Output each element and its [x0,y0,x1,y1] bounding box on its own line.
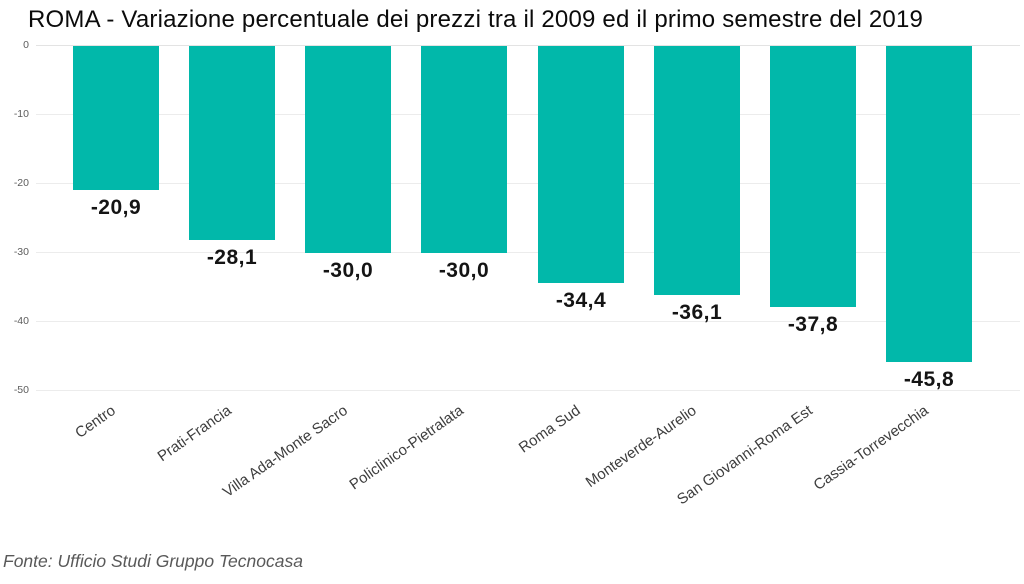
bar-value-label: -37,8 [787,313,839,336]
x-axis-label: Policlinico-Pietralata [346,402,467,494]
y-axis-tick-label: 0 [23,39,29,51]
x-axis-label: Prati-Francia [154,402,235,466]
y-axis-tick-label: -40 [13,315,29,327]
x-axis-label: Villa Ada-Monte Sacro [219,402,351,501]
bar[interactable] [305,46,391,253]
bar[interactable] [73,46,159,190]
x-axis-label: Centro [72,402,119,442]
gridline [36,183,1020,184]
bar-value-label: -45,8 [903,368,955,391]
chart-title: ROMA - Variazione percentuale dei prezzi… [28,6,924,33]
x-axis-label: Cassia-Torrevecchia [810,402,932,494]
bar[interactable] [189,46,275,240]
gridline [36,252,1020,253]
bar[interactable] [770,46,856,307]
bar[interactable] [538,46,624,283]
bar[interactable] [886,46,972,362]
gridline [36,114,1020,115]
x-axis-label: Roma Sud [515,402,584,457]
bar-value-label: -28,1 [206,246,258,269]
y-axis-tick-label: -30 [13,246,29,258]
bar-value-label: -34,4 [555,289,607,312]
gridline [36,321,1020,322]
y-axis-tick-label: -20 [13,177,29,189]
bar[interactable] [654,46,740,295]
bar[interactable] [421,46,507,253]
y-axis-tick-label: -50 [13,384,29,396]
bar-value-label: -36,1 [671,301,723,324]
x-axis-label: Monteverde-Aurelio [582,402,700,492]
gridline [36,45,1020,46]
y-axis-tick-label: -10 [13,108,29,120]
source-note: Fonte: Ufficio Studi Gruppo Tecnocasa [3,551,303,571]
gridline [36,390,1020,391]
bar-value-label: -30,0 [322,259,374,282]
bar-value-label: -20,9 [90,196,142,219]
bar-value-label: -30,0 [438,259,490,282]
